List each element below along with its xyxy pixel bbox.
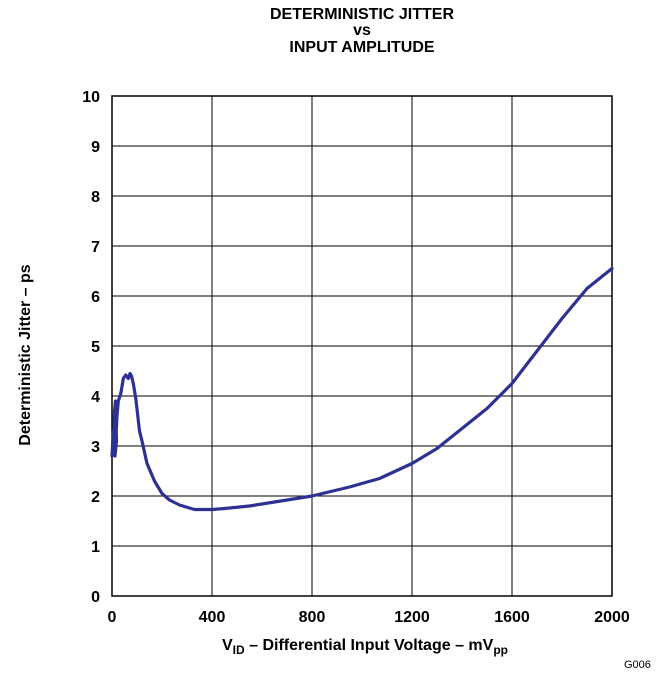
y-tick-label-6: 6 — [91, 289, 100, 306]
x-axis-title-v-subscript: ID — [232, 643, 245, 657]
x-axis-title-unit-subscript: pp — [493, 643, 508, 657]
plot-frame — [111, 95, 613, 597]
x-tick-label-1: 400 — [199, 609, 226, 626]
y-tick-label-4: 4 — [91, 389, 100, 406]
chart-title-line-3: INPUT AMPLITUDE — [289, 39, 435, 56]
y-tick-label-1: 1 — [91, 539, 100, 556]
y-tick-label-9: 9 — [91, 139, 100, 156]
x-tick-label-0: 0 — [108, 609, 117, 626]
y-tick-label-10: 10 — [82, 89, 100, 106]
y-tick-label-2: 2 — [91, 489, 100, 506]
y-tick-label-3: 3 — [91, 439, 100, 456]
y-axis-title: Deterministic Jitter – ps — [17, 264, 34, 446]
figure-id: G006 — [624, 659, 651, 671]
y-tick-label-7: 7 — [91, 239, 100, 256]
x-axis-title-v: V — [222, 637, 233, 654]
chart-title-line-1: DETERMINISTIC JITTER — [269, 6, 454, 23]
x-axis-title-text: – Differential Input Voltage – mV — [244, 637, 494, 654]
chart-title-line-2: vs — [353, 22, 371, 39]
y-tick-label-8: 8 — [91, 189, 100, 206]
x-tick-label-2: 800 — [299, 609, 326, 626]
x-tick-label-4: 1600 — [494, 609, 530, 626]
x-tick-label-3: 1200 — [394, 609, 430, 626]
y-tick-label-0: 0 — [91, 589, 100, 606]
series-line-0 — [110, 266, 614, 512]
x-axis-title: VID – Differential Input Voltage – mVpp — [222, 637, 508, 657]
x-tick-label-5: 2000 — [594, 609, 630, 626]
y-tick-label-5: 5 — [91, 339, 100, 356]
